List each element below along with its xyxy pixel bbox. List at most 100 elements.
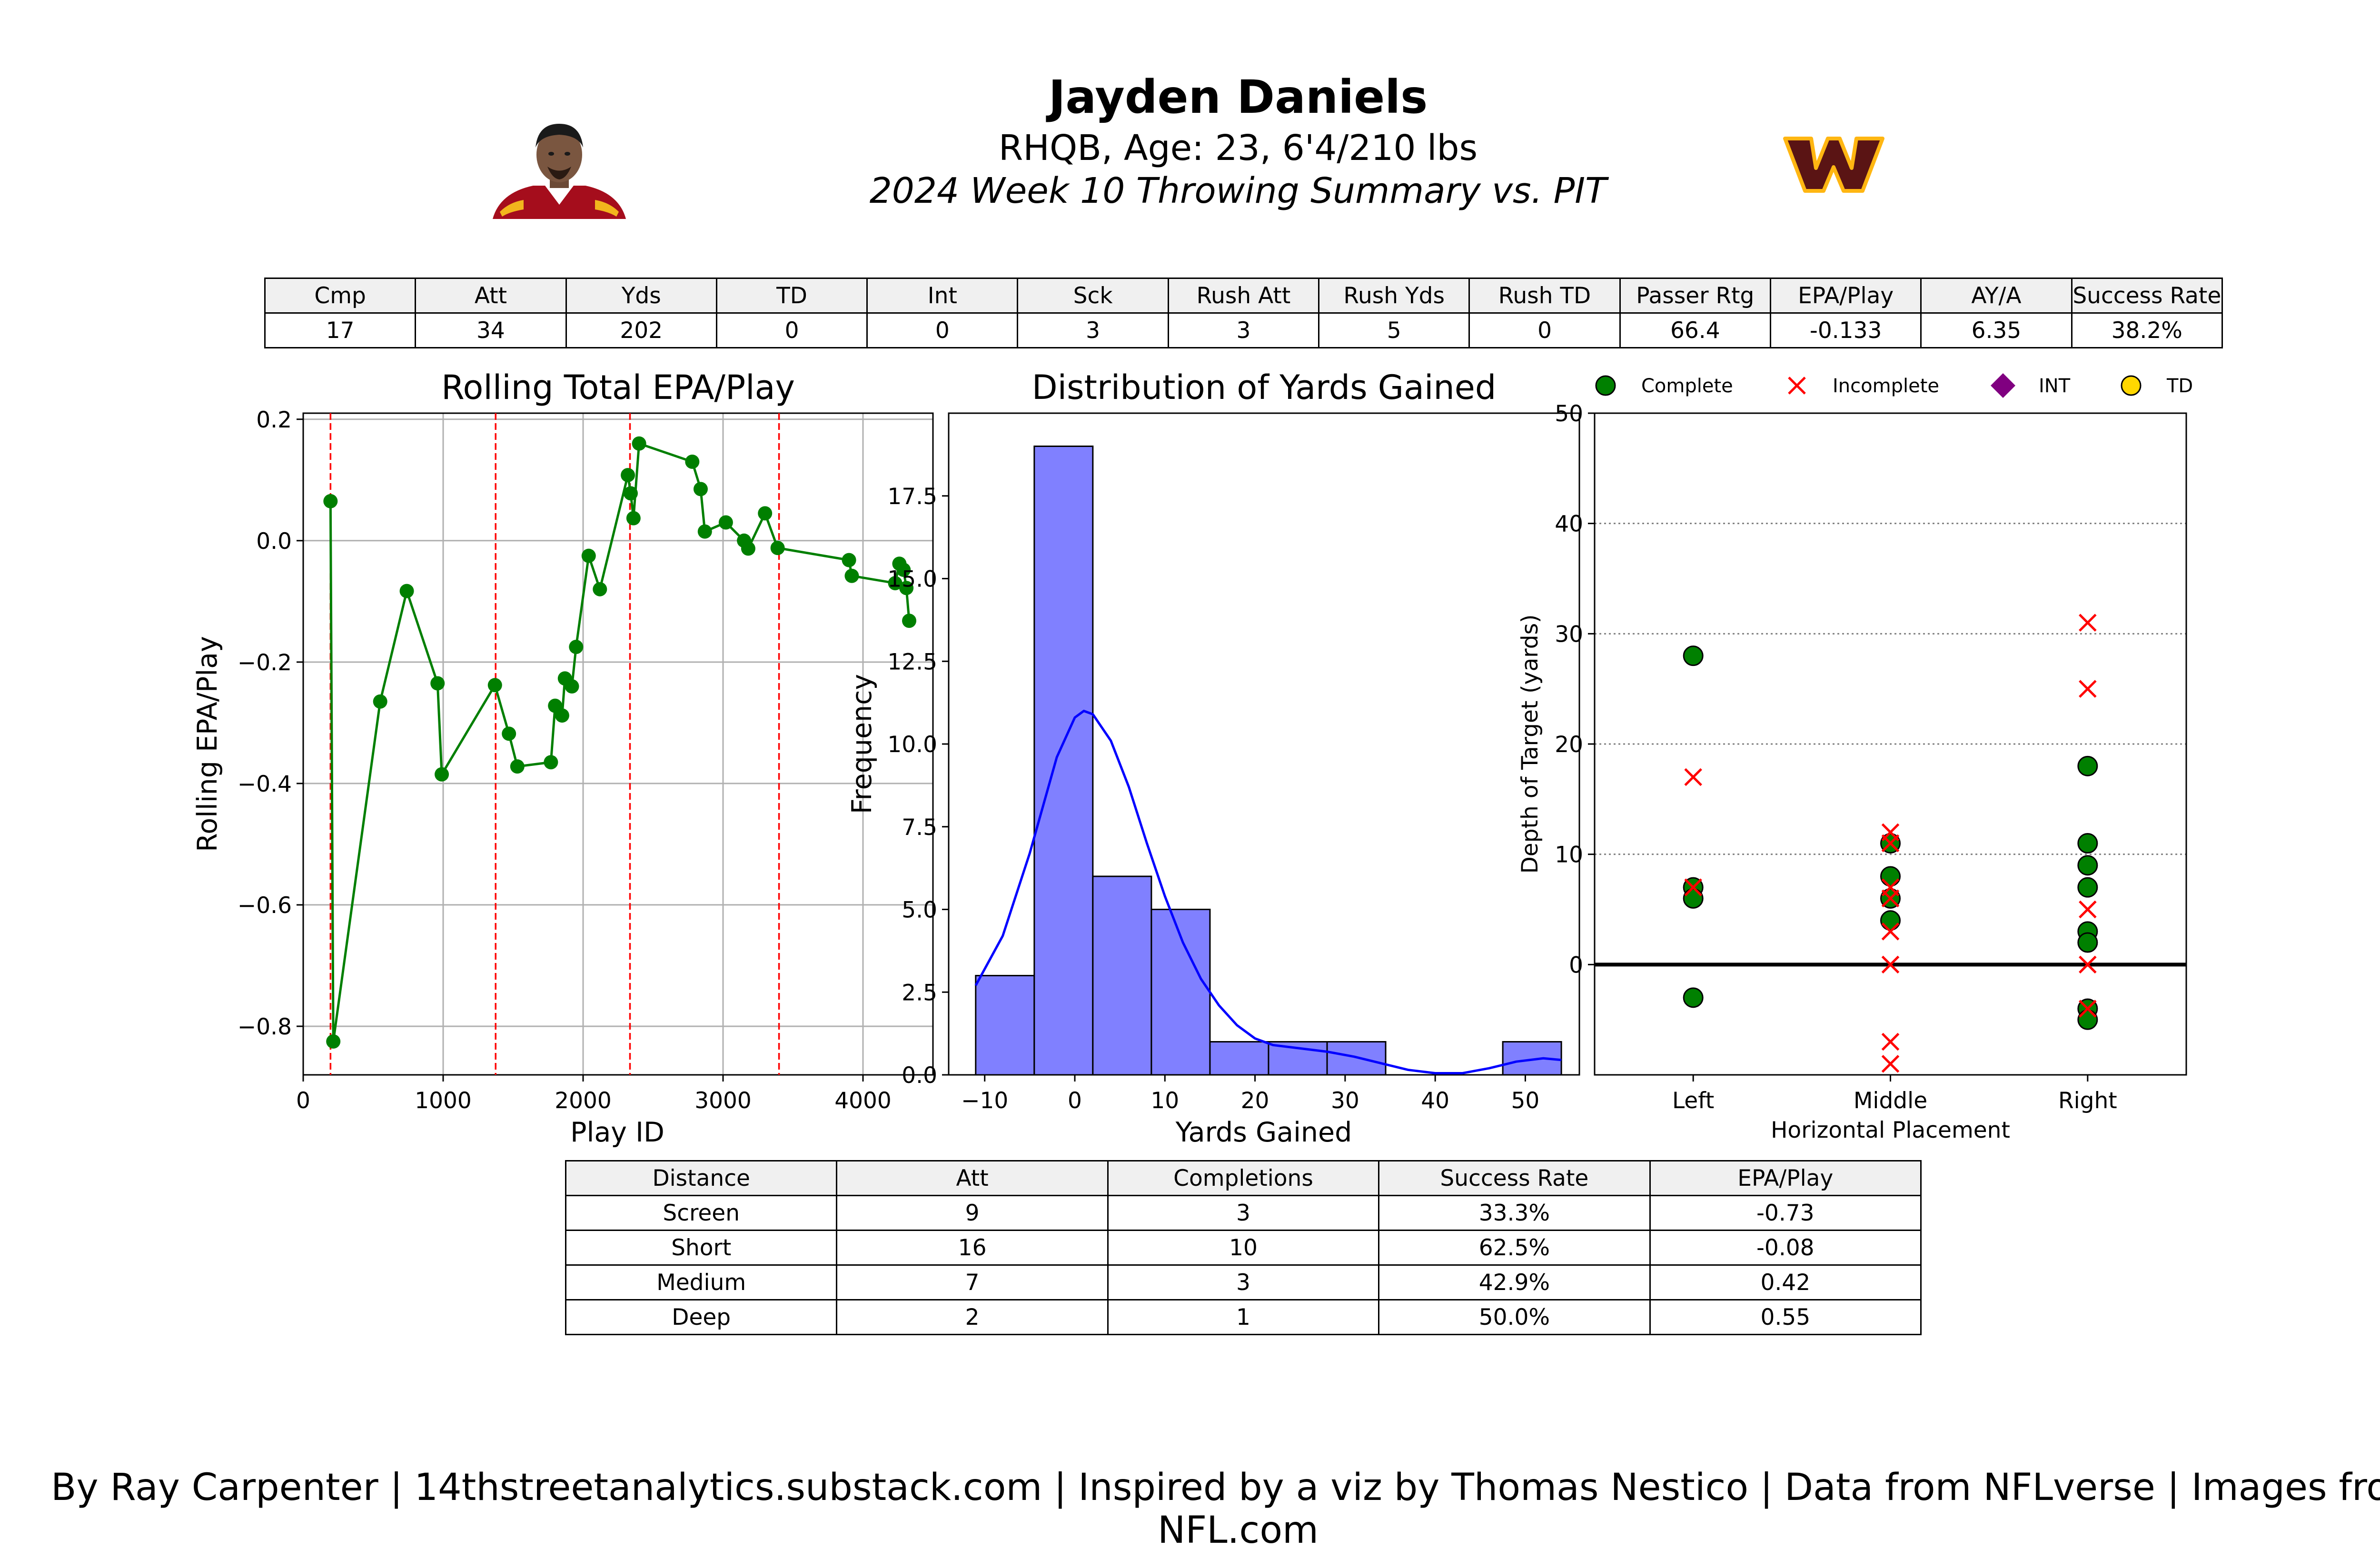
credit-line: By Ray Carpenter | 14thstreetanalytics.s…: [51, 1466, 2380, 1552]
stats-header-row: Cmp Att Yds TD Int Sck Rush Att Rush Yds Rush TD…: [264, 278, 2223, 314]
y-tick-label: 5.0: [902, 897, 937, 923]
incomplete-point: [2079, 614, 2097, 632]
incomplete-point: [1684, 878, 1702, 896]
epa-point: [435, 767, 449, 782]
chart-title: Rolling Total EPA/Play: [441, 368, 795, 407]
y-tick-label: 50: [1555, 401, 1583, 427]
distance-cell: Screen: [565, 1195, 838, 1231]
y-tick-label: 17.5: [887, 484, 937, 510]
epa-point: [844, 568, 859, 583]
y-tick-label: 10: [1555, 842, 1583, 868]
x-tick-label: 0: [296, 1088, 310, 1114]
stats-value-cell: 0: [715, 312, 868, 348]
epa-point: [569, 639, 584, 654]
stats-value-cell: 6.35: [1920, 312, 2073, 348]
stats-header-cell: AY/A: [1920, 278, 2073, 314]
distance-header-cell: Att: [836, 1160, 1109, 1196]
epa-point: [510, 759, 525, 774]
complete-point: [1880, 910, 1901, 931]
distance-cell: 62.5%: [1378, 1230, 1651, 1266]
distance-cell: 10: [1107, 1230, 1380, 1266]
x-tick-label: 50: [1511, 1088, 1540, 1114]
stats-header-cell: EPA/Play: [1769, 278, 1922, 314]
epa-point: [399, 584, 414, 598]
complete-point: [2077, 855, 2098, 876]
distance-cell: 7: [836, 1264, 1109, 1300]
distance-cell: Short: [565, 1230, 838, 1266]
y-tick-label: 40: [1555, 511, 1583, 537]
distance-cell: 3: [1107, 1264, 1380, 1300]
epa-point: [565, 679, 579, 694]
histogram-bar: [975, 975, 1035, 1076]
incomplete-point: [1881, 889, 1900, 908]
legend-marker-td: [2121, 375, 2142, 396]
y-tick-label: 20: [1555, 732, 1583, 758]
stats-header-cell: Rush Att: [1167, 278, 1320, 314]
y-tick-label: 0.0: [256, 528, 292, 555]
table-row: Medium 7 3 42.9% 0.42: [565, 1264, 1922, 1300]
distance-cell: Medium: [565, 1264, 838, 1300]
y-tick-label: 15.0: [887, 566, 937, 593]
complete-point: [2077, 755, 2098, 776]
complete-point: [1880, 866, 1901, 887]
table-row: Short 16 10 62.5% -0.08: [565, 1230, 1922, 1266]
epa-point: [685, 455, 700, 469]
legend-label: INT: [2039, 375, 2071, 397]
y-tick-label: 0.2: [256, 407, 292, 433]
y-tick-label: −0.6: [238, 893, 292, 919]
distance-header-row: Distance Att Completions Success Rate EPA/Pl…: [565, 1160, 1922, 1196]
x-tick-label: −10: [961, 1088, 1008, 1114]
epa-point: [842, 553, 856, 567]
incomplete-point: [1881, 834, 1900, 853]
epa-point: [693, 482, 708, 496]
stats-value-cell: -0.133: [1769, 312, 1922, 348]
stats-header-cell: Att: [415, 278, 567, 314]
distance-cell: 9: [836, 1195, 1109, 1231]
kde-curve: [974, 710, 1562, 1075]
stats-value-cell: 5: [1318, 312, 1470, 348]
distance-cell: 33.3%: [1378, 1195, 1651, 1231]
y-tick-label: −0.4: [238, 771, 292, 797]
stats-value-cell: 0: [1468, 312, 1621, 348]
epa-point: [544, 755, 558, 770]
complete-point: [2077, 833, 2098, 853]
legend-label: Incomplete: [1833, 375, 1939, 397]
epa-point: [718, 515, 733, 530]
distance-cell: 50.0%: [1378, 1299, 1651, 1335]
complete-point: [2077, 1009, 2098, 1030]
complete-point: [1683, 888, 1704, 909]
epa-point: [741, 541, 755, 556]
incomplete-point: [1881, 1032, 1900, 1051]
stats-value-cell: 17: [264, 312, 416, 348]
histogram-bar: [1209, 1041, 1269, 1076]
table-row: Screen 9 3 33.3% -0.73: [565, 1195, 1922, 1231]
epa-point: [697, 524, 712, 539]
epa-point: [502, 726, 516, 741]
distance-cell: 3: [1107, 1195, 1380, 1231]
incomplete-point: [1684, 768, 1702, 786]
x-axis-label: Yards Gained: [1175, 1117, 1352, 1148]
x-tick-label: 20: [1241, 1088, 1269, 1114]
stats-header-cell: Int: [866, 278, 1019, 314]
y-tick-label: 2.5: [902, 980, 937, 1006]
epa-point: [632, 436, 646, 451]
x-tick-label: 3000: [694, 1088, 752, 1114]
stats-header-cell: TD: [715, 278, 868, 314]
legend-label: Complete: [1641, 375, 1733, 397]
y-tick-label: 0: [1569, 952, 1583, 978]
epa-point: [899, 581, 914, 595]
epa-point: [593, 582, 607, 596]
y-tick-label: 10.0: [887, 732, 937, 758]
epa-point: [902, 614, 917, 628]
x-tick-label: 2000: [555, 1088, 612, 1114]
epa-point: [581, 548, 596, 563]
player-headshot: [493, 124, 626, 219]
y-axis-label: Depth of Target (yards): [1517, 615, 1543, 874]
distance-cell: 16: [836, 1230, 1109, 1266]
stats-header-cell: Rush Yds: [1318, 278, 1470, 314]
epa-point: [888, 576, 902, 591]
y-tick-label: 0.0: [902, 1062, 937, 1089]
distance-cell: 42.9%: [1378, 1264, 1651, 1300]
x-tick-label: 30: [1331, 1088, 1359, 1114]
distance-cell: 0.42: [1649, 1264, 1922, 1300]
